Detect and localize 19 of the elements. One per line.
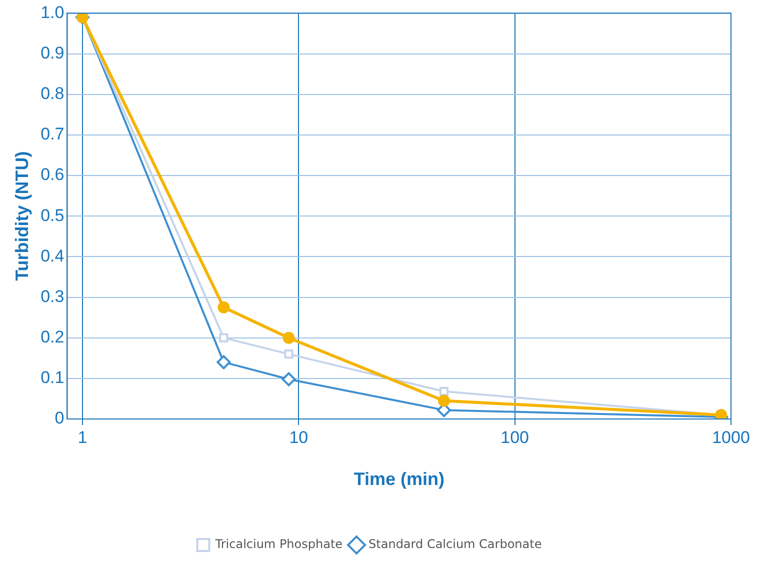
y-tick-label: 0.8 [40,84,64,104]
y-axis-title: Turbidity (NTU) [12,151,32,281]
x-tick-label: 1000 [712,428,750,447]
y-tick-label: 0.5 [40,206,64,225]
x-tick-label: 10 [289,428,308,447]
y-tick-label: 0.6 [40,165,64,184]
y-tick-label: 0 [54,408,64,428]
y-tick-label: 0.3 [40,286,64,306]
y-tick-label: 1.0 [40,2,64,22]
x-axis-title: Time (min) [354,469,444,490]
legend-label: Tricalcium Phosphate [214,537,343,552]
y-tick-label: 0.2 [40,328,64,347]
legend-label: Standard Calcium Carbonate [368,537,542,552]
y-tick-label: 0.1 [40,368,64,388]
y-tick-label: 0.7 [40,124,64,144]
y-tick-label: 0.9 [40,43,64,62]
x-tick-label: 1 [78,428,88,447]
y-tick-label: 0.4 [40,246,64,266]
x-tick-label: 100 [500,428,530,447]
